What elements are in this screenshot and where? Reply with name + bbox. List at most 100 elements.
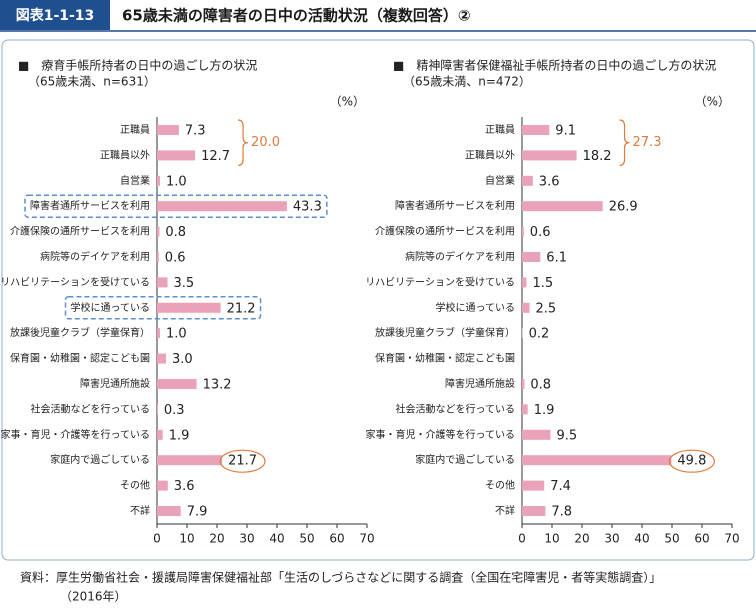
value-label: 12.7 [201,149,230,164]
value-label: 3.6 [174,479,195,494]
value-label: 1.9 [534,403,555,418]
value-label: 43.3 [293,200,322,215]
x-tick-label: 20 [209,532,224,546]
category-label: 正職員以外 [465,149,515,161]
bar [522,480,545,491]
category-label: 障害児通所施設 [80,377,150,390]
bar [522,201,603,212]
category-label: 不詳 [495,504,515,517]
value-label: 0.8 [165,225,186,240]
x-tick-label: 30 [604,532,619,546]
value-label: 1.5 [533,276,554,291]
category-label: 障害児通所施設 [445,377,515,390]
chart-subtitle: （65歳未満、n=631） [28,75,156,89]
value-label: 7.3 [185,124,206,139]
category-label: 不詳 [130,504,150,517]
value-label: 9.1 [555,124,576,139]
bar [522,328,523,339]
value-label: 1.0 [166,174,187,189]
bar [157,379,197,389]
annotation: 27.3 [633,135,662,150]
category-label: 介護保険の通所サービスを利用 [10,225,150,238]
category-label: 自営業 [485,174,515,187]
value-label: 0.6 [530,225,551,240]
bar [522,150,577,161]
x-tick-label: 50 [299,532,314,546]
x-tick-label: 0 [518,532,526,546]
source-year: （2016年） [60,590,127,604]
x-tick-label: 40 [269,532,284,546]
bar [522,252,541,262]
bar [522,379,525,389]
value-label: 21.7 [228,454,257,469]
category-label: 自営業 [120,174,150,187]
unit-label: （%） [330,95,365,109]
x-tick-label: 10 [544,532,559,546]
bar [157,404,158,415]
value-label: 7.8 [551,505,572,520]
value-label: 49.8 [677,454,706,469]
value-label: 7.4 [550,479,571,494]
highlight-circle [668,449,715,473]
category-label: 介護保険の通所サービスを利用 [375,225,515,238]
category-label: 障害者通所サービスを利用 [395,199,515,212]
x-tick-label: 60 [694,532,709,546]
value-label: 0.3 [164,403,185,418]
panel [1,39,755,561]
bar [522,125,550,135]
value-label: 0.6 [165,251,186,266]
bar [522,277,527,288]
value-label: 1.9 [169,428,190,443]
bar [157,201,287,212]
bar [157,480,168,491]
bar [522,302,530,313]
category-label: 学校に通っている [436,301,516,314]
highlight-box [64,296,262,320]
category-label: 正職員 [120,124,150,136]
x-tick-label: 0 [153,532,161,546]
category-label: リハビリテーションを受けている [365,276,515,288]
bar [522,429,551,440]
bar [522,404,528,415]
bar [157,150,196,161]
source: 資料：厚生労働省社会・援護局障害保健福祉部「生活のしづらさなどに関する調査（全国… [20,570,661,585]
value-label: 21.2 [227,301,256,316]
bar [522,506,546,516]
annotation-brace [238,119,249,166]
bar [522,175,533,186]
figure-title: 65歳未満の障害者の日中の活動状況（複数回答）② [122,7,471,25]
x-tick-label: 70 [359,532,374,546]
unit-label: （%） [695,95,730,109]
x-tick-label: 70 [724,532,739,546]
category-label: 放課後児童クラブ（学童保育） [375,326,515,339]
bar [522,226,524,237]
value-label: 3.0 [172,352,193,367]
chart-title: ■ 精神障害者保健福祉手帳所持者の日中の過ごし方の状況 [393,58,716,73]
figure-label: 図表1-1-13 [16,7,95,24]
bar [157,455,223,466]
bar [157,429,163,440]
x-tick-label: 10 [179,532,194,546]
x-tick-label: 40 [634,532,649,546]
category-label: 家事・育児・介護等を行っている [1,428,151,441]
value-label: 26.9 [609,200,638,215]
category-label: 保育園・幼稚園・認定こども園 [10,352,150,365]
value-label: 0.2 [529,327,550,342]
value-label: 9.5 [557,428,578,443]
figure-label-box [0,0,110,30]
value-label: 18.2 [583,149,612,164]
category-label: 学校に通っている [71,301,151,314]
category-label: その他 [120,479,150,492]
bar [157,252,159,262]
category-label: 障害者通所サービスを利用 [30,199,150,212]
chart-title: ■ 療育手帳所持者の日中の過ごし方の状況 [18,58,257,73]
x-tick-label: 30 [239,532,254,546]
highlight-box [24,194,328,218]
category-label: 放課後児童クラブ（学童保育） [10,326,150,339]
category-label: 正職員 [485,124,515,136]
value-label: 2.5 [536,301,557,316]
value-label: 0.8 [530,378,551,393]
value-label: 3.6 [539,174,560,189]
annotation-brace [619,119,630,166]
x-tick-label: 50 [664,532,679,546]
